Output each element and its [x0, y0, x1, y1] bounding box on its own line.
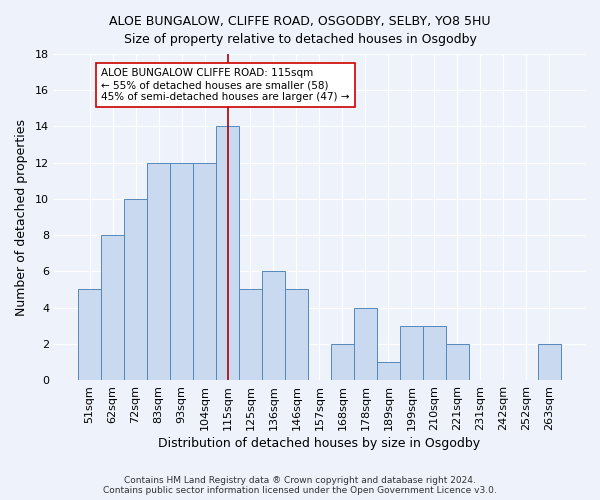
Bar: [101, 235, 124, 380]
X-axis label: Distribution of detached houses by size in Osgodby: Distribution of detached houses by size …: [158, 437, 481, 450]
Text: ALOE BUNGALOW CLIFFE ROAD: 115sqm
← 55% of detached houses are smaller (58)
45% : ALOE BUNGALOW CLIFFE ROAD: 115sqm ← 55% …: [101, 68, 350, 102]
Bar: [400, 326, 423, 380]
Bar: [262, 272, 285, 380]
Bar: [193, 162, 216, 380]
Y-axis label: Number of detached properties: Number of detached properties: [15, 118, 28, 316]
Bar: [78, 290, 101, 380]
Text: Size of property relative to detached houses in Osgodby: Size of property relative to detached ho…: [124, 32, 476, 46]
Bar: [354, 308, 377, 380]
Bar: [216, 126, 239, 380]
Bar: [170, 162, 193, 380]
Text: Contains HM Land Registry data ® Crown copyright and database right 2024.
Contai: Contains HM Land Registry data ® Crown c…: [103, 476, 497, 495]
Bar: [538, 344, 561, 380]
Text: ALOE BUNGALOW, CLIFFE ROAD, OSGODBY, SELBY, YO8 5HU: ALOE BUNGALOW, CLIFFE ROAD, OSGODBY, SEL…: [109, 15, 491, 28]
Bar: [446, 344, 469, 380]
Bar: [239, 290, 262, 380]
Bar: [377, 362, 400, 380]
Bar: [124, 199, 147, 380]
Bar: [331, 344, 354, 380]
Bar: [423, 326, 446, 380]
Bar: [147, 162, 170, 380]
Bar: [285, 290, 308, 380]
